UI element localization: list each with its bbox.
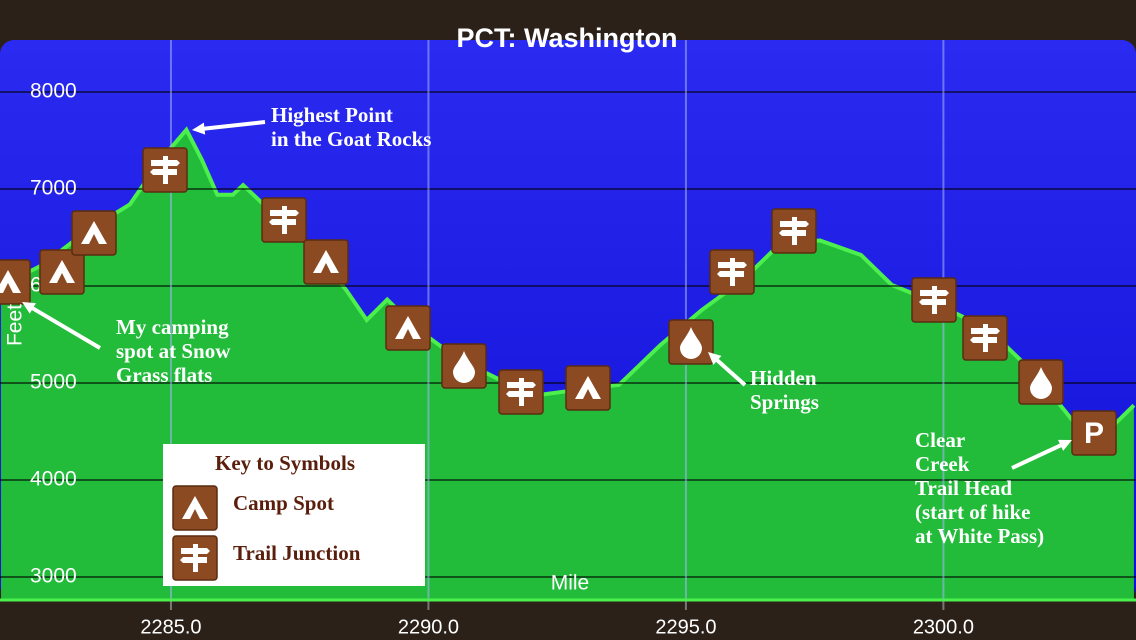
annotation-text: at White Pass) xyxy=(915,524,1044,548)
annotation-text: Trail Head xyxy=(915,476,1012,500)
annotation-text: Clear xyxy=(915,428,965,452)
legend-title: Key to Symbols xyxy=(215,451,355,475)
junction-icon xyxy=(506,378,536,406)
annotation-text: Hidden xyxy=(750,366,817,390)
chart-title: PCT: Washington xyxy=(457,23,678,53)
junction-icon xyxy=(180,544,210,572)
x-tick-label: 2300.0 xyxy=(913,616,974,638)
camp-icon xyxy=(81,221,107,244)
arrow-head xyxy=(192,122,206,135)
junction-icon xyxy=(150,156,180,184)
annotation-text: Springs xyxy=(750,390,819,414)
junction-icon xyxy=(717,258,747,286)
y-tick-label: 8000 xyxy=(30,80,77,103)
x-axis-label: Mile xyxy=(551,572,590,595)
water-icon xyxy=(453,351,475,383)
y-tick-label: 7000 xyxy=(30,177,77,200)
annotation-arrow xyxy=(27,304,102,350)
annotation-arrow xyxy=(1011,441,1066,470)
y-axis-label: Feet xyxy=(4,304,27,346)
junction-icon xyxy=(919,286,949,314)
x-tick-label: 2285.0 xyxy=(140,616,201,638)
camp-icon xyxy=(575,376,601,399)
annotation-text: My camping xyxy=(116,315,229,339)
annotation-text: Creek xyxy=(915,452,970,476)
camp-icon xyxy=(182,496,208,519)
y-tick-label: 4000 xyxy=(30,468,77,491)
camp-icon xyxy=(49,260,75,283)
arrow-head xyxy=(708,352,722,365)
junction-icon xyxy=(970,324,1000,352)
annotation-text: (start of hike xyxy=(915,500,1030,524)
annotation-text: Highest Point xyxy=(271,103,393,127)
camp-icon xyxy=(395,316,421,339)
water-icon xyxy=(1030,367,1052,399)
parking-symbol: P xyxy=(1084,417,1104,450)
camp-icon xyxy=(313,250,339,273)
annotation-arrow xyxy=(712,355,747,387)
y-tick-label: 5000 xyxy=(30,371,77,394)
annotation-text: Grass flats xyxy=(116,363,212,387)
legend-label: Camp Spot xyxy=(233,491,334,515)
annotation-arrow xyxy=(199,120,266,132)
y-tick-label: 3000 xyxy=(30,565,77,588)
x-tick-label: 2290.0 xyxy=(398,616,459,638)
annotation-text: in the Goat Rocks xyxy=(271,127,431,151)
junction-icon xyxy=(779,217,809,245)
x-tick-label: 2295.0 xyxy=(655,616,716,638)
arrow-head xyxy=(22,302,36,314)
water-icon xyxy=(680,327,702,359)
legend-label: Trail Junction xyxy=(233,541,361,565)
icon-box xyxy=(1071,410,1117,456)
junction-icon xyxy=(269,206,299,234)
arrow-head xyxy=(1058,439,1072,451)
camp-icon xyxy=(0,270,21,293)
annotation-text: spot at Snow xyxy=(116,339,231,363)
